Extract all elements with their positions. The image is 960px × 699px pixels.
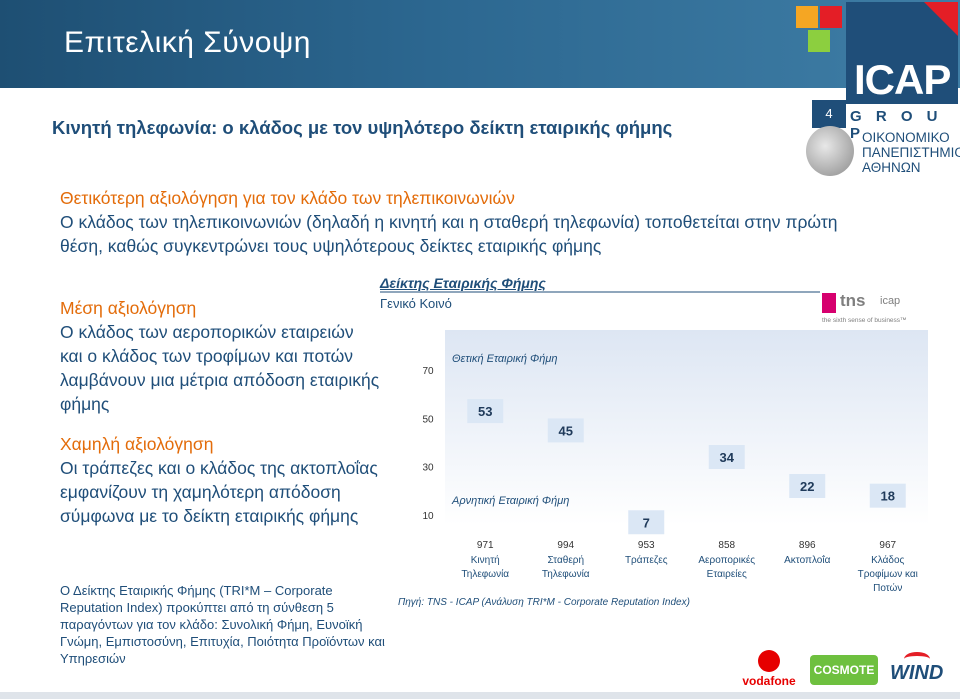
accent-square-red: [820, 6, 842, 28]
accent-square-green: [808, 30, 830, 52]
sample-size-label: 971: [477, 540, 494, 551]
medium-text: Ο κλάδος των αεροπορικών εταιρειών και ο…: [60, 322, 380, 414]
category-label: Αεροπορικές: [698, 554, 755, 566]
negative-annotation: Αρνητική Εταιρική Φήμη: [451, 495, 569, 507]
sample-size-label: 994: [557, 540, 574, 551]
university-line: ΠΑΝΕΠΙΣΤΗΜΙΟ: [862, 145, 960, 160]
y-tick-label: 10: [422, 511, 434, 522]
icap-logo: ICAP: [846, 2, 958, 104]
logo-text: ICAP: [854, 56, 951, 103]
data-label: 7: [643, 515, 650, 530]
sample-size-label: 967: [879, 540, 896, 551]
athena-coin-icon: [806, 126, 854, 176]
tns-tagline: the sixth sense of business™: [822, 317, 907, 324]
page-title: Επιτελική Σύνοψη: [64, 26, 311, 59]
university-name: ΟΙΚΟΝΟΜΙΚΟ ΠΑΝΕΠΙΣΤΗΜΙΟ ΑΘΗΝΩΝ: [862, 130, 960, 175]
data-marker: [869, 483, 906, 508]
vodafone-drop-icon: [758, 650, 780, 672]
tns-brand: tns: [840, 291, 866, 310]
data-label: 18: [881, 489, 895, 504]
category-label: Τράπεζες: [625, 554, 668, 566]
y-tick-label: 50: [422, 414, 434, 425]
index-note: Ο Δείκτης Εταιρικής Φήμης (TRI*M – Corpo…: [60, 583, 385, 666]
group-label: G R O U P: [850, 108, 943, 142]
tns-mark-icon: [822, 293, 836, 313]
category-label: Τηλεφωνία: [461, 568, 509, 580]
university-line: ΟΙΚΟΝΟΜΙΚΟ: [862, 130, 950, 145]
medium-heading: Μέση αξιολόγηση: [60, 298, 197, 318]
intro-text: Ο κλάδος των τηλεπικοινωνιών (δηλαδή η κ…: [60, 212, 838, 256]
category-label: Εταιρείες: [707, 568, 747, 580]
data-marker: [708, 445, 745, 469]
category-label: Ακτοπλοΐα: [784, 554, 830, 566]
logo-corner: [924, 2, 958, 36]
data-marker: [628, 510, 665, 535]
category-label: Ποτών: [873, 582, 902, 594]
accent-square-orange: [796, 6, 818, 28]
low-heading: Χαμηλή αξιολόγηση: [60, 434, 214, 454]
intro-block: Θετικότερη αξιολόγηση για τον κλάδο των …: [60, 186, 840, 258]
sample-size-label: 858: [718, 540, 735, 551]
cosmote-logo: COSMOTE: [810, 655, 878, 685]
wind-logo: WIND: [890, 652, 944, 685]
data-label: 34: [720, 450, 735, 465]
bottom-strip: [0, 692, 960, 699]
low-text: Οι τράπεζες και ο κλάδος της ακτοπλοΐας …: [60, 458, 378, 526]
tns-sub: icap: [880, 295, 901, 307]
category-label: Κινητή: [471, 554, 500, 566]
medium-block: Μέση αξιολόγηση Ο κλάδος των αεροπορικών…: [60, 296, 380, 416]
slide-subtitle: Κινητή τηλεφωνία: ο κλάδος με τον υψηλότ…: [52, 117, 673, 138]
y-tick-label: 70: [422, 366, 434, 377]
sample-size-label: 953: [638, 540, 655, 551]
category-label: Κλάδος: [871, 554, 904, 566]
vodafone-logo: vodafone: [740, 650, 798, 688]
positive-annotation: Θετική Εταιρική Φήμη: [452, 353, 557, 365]
data-label: 53: [478, 404, 492, 419]
low-block: Χαμηλή αξιολόγηση Οι τράπεζες και ο κλάδ…: [60, 432, 380, 528]
data-label: 22: [800, 479, 814, 494]
university-line: ΑΘΗΝΩΝ: [862, 160, 921, 175]
y-tick-label: 30: [422, 463, 434, 474]
category-label: Σταθερή: [547, 554, 584, 566]
sample-size-label: 896: [799, 540, 816, 551]
data-marker: [467, 399, 504, 424]
page-number: 4: [812, 100, 846, 128]
tns-logo: tns icap the sixth sense of business™: [822, 285, 907, 325]
vodafone-wordmark: vodafone: [742, 674, 796, 688]
data-marker: [547, 418, 584, 443]
intro-heading: Θετικότερη αξιολόγηση για τον κλάδο των …: [60, 188, 515, 208]
category-label: Τροφίμων και: [858, 568, 918, 580]
data-label: 45: [559, 423, 573, 438]
header-bar: Επιτελική Σύνοψη: [0, 0, 960, 88]
wind-swirl-icon: [904, 652, 930, 666]
chart-subtitle: Γενικό Κοινό: [380, 296, 452, 311]
wind-wordmark: WIND: [890, 662, 944, 684]
plot-area: [445, 330, 928, 525]
category-label: Τηλεφωνία: [542, 568, 590, 580]
chart-source: Πηγή: TNS - ICAP (Ανάλυση TRI*M - Corpor…: [398, 596, 690, 608]
data-marker: [789, 474, 826, 498]
chart-title: Δείκτης Εταιρικής Φήμης: [380, 275, 546, 291]
